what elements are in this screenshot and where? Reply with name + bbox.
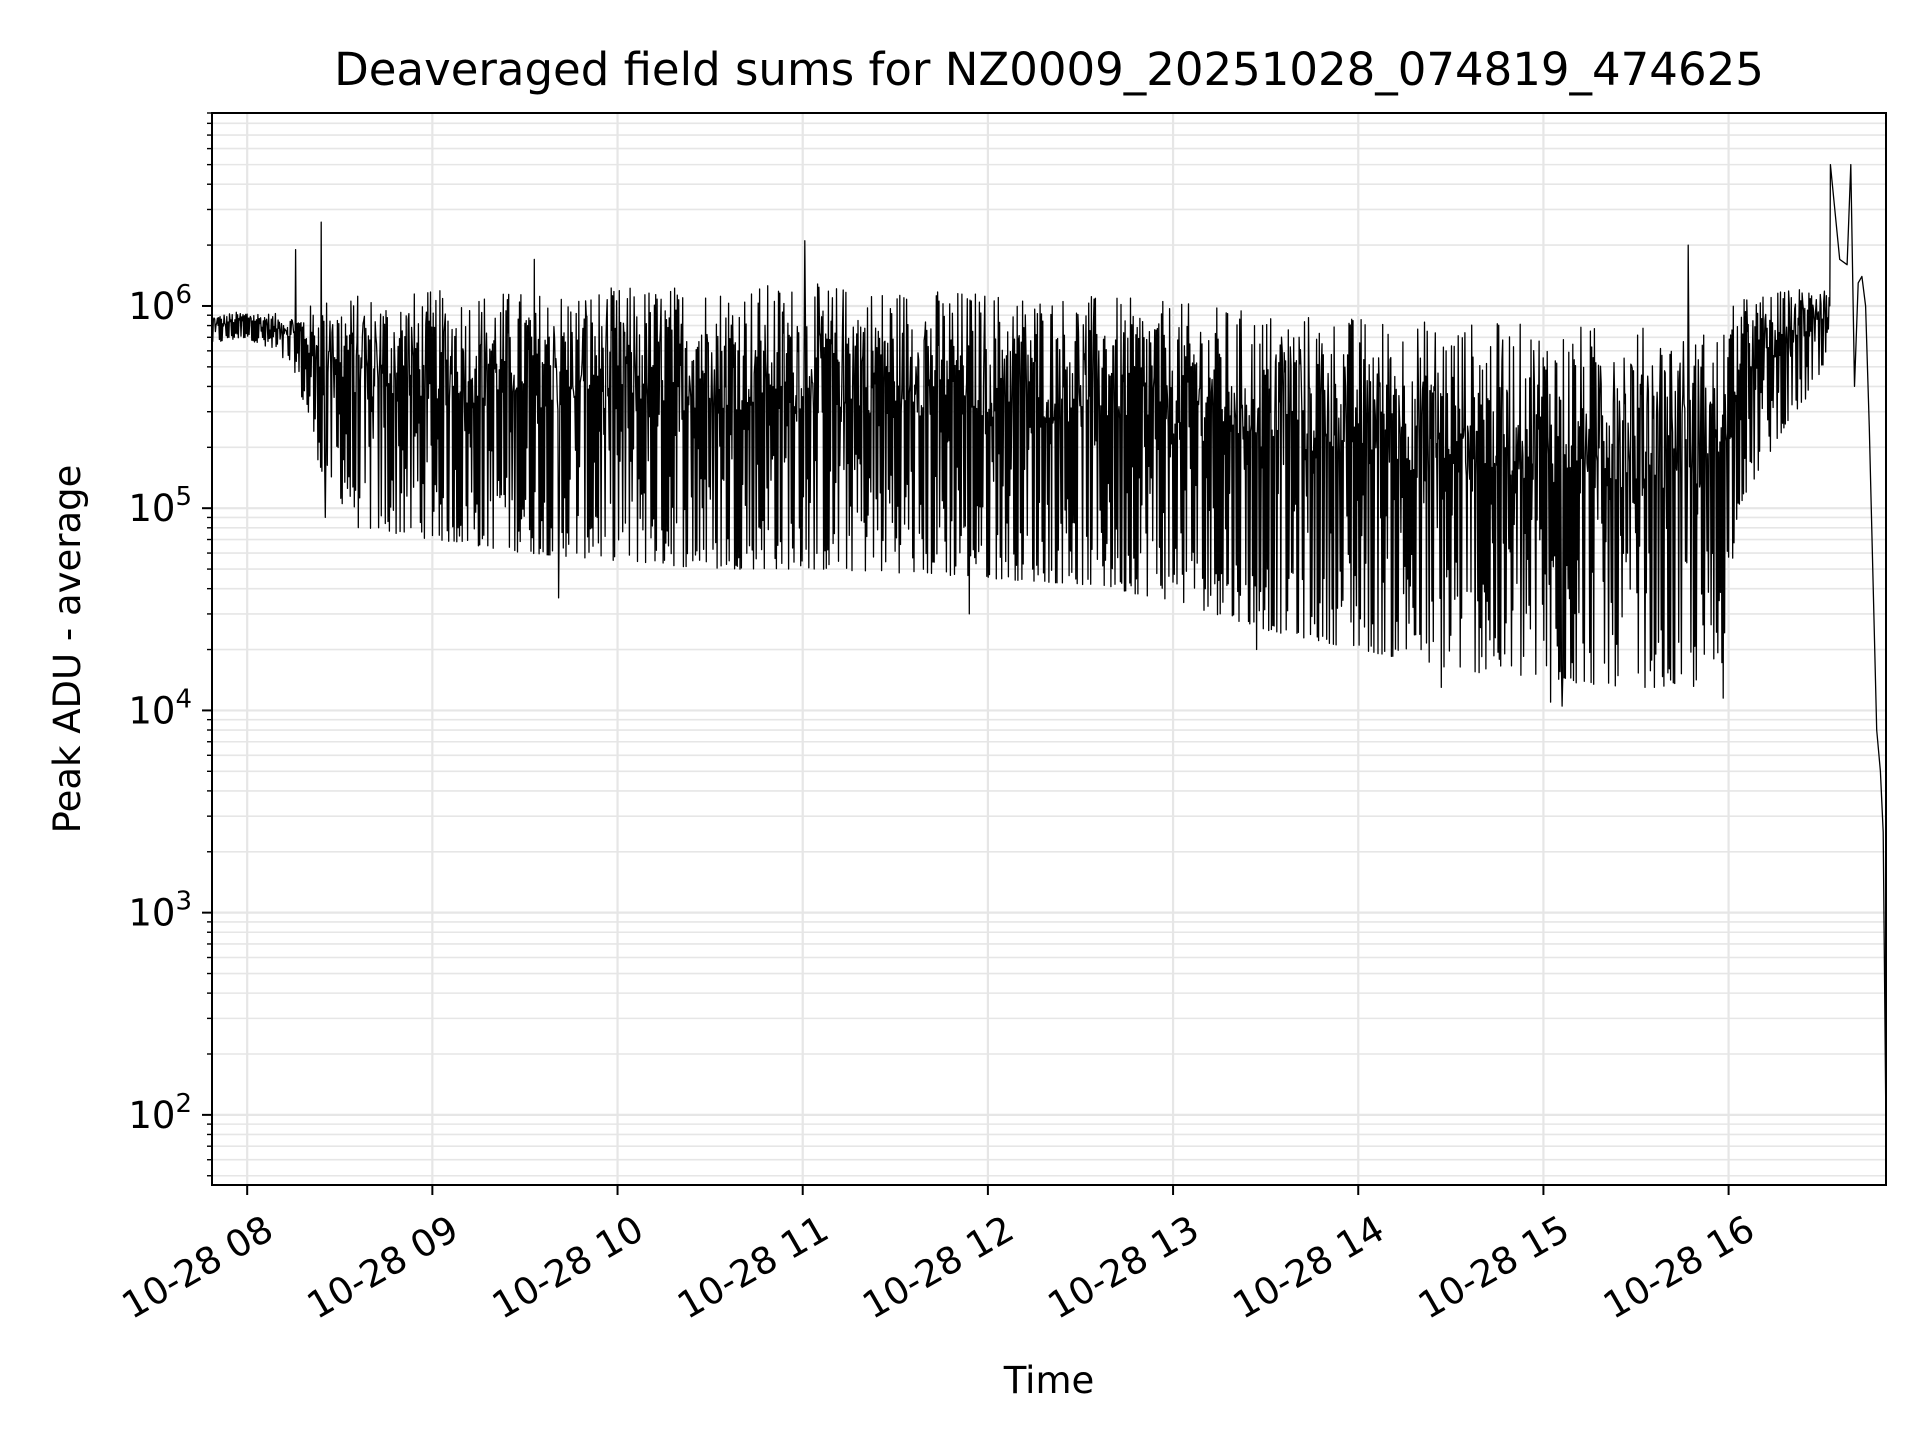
y-tick-exponent: 4 [175,684,192,714]
y-tick-exponent: 2 [175,1089,192,1119]
y-tick-label: 104 [128,684,192,732]
y-tick-base: 10 [128,487,175,530]
y-tick-exponent: 5 [175,482,192,512]
y-tick-label: 106 [128,280,192,328]
x-axis-label: Time [1003,1359,1095,1402]
y-tick-base: 10 [128,892,175,935]
y-tick-exponent: 6 [175,280,192,310]
plot-data [211,163,1887,1135]
y-tick-label: 105 [128,482,192,530]
y-tick-base: 10 [128,1094,175,1137]
series-line [211,163,1887,1135]
y-tick-base: 10 [128,285,175,328]
y-axis-label: Peak ADU - average [46,465,89,834]
grid [212,112,1886,1185]
y-tick-label: 103 [128,887,192,935]
y-tick-label: 102 [128,1089,192,1137]
chart-title: Deaveraged field sums for NZ0009_2025102… [334,43,1764,96]
y-tick-exponent: 3 [175,887,192,917]
y-tick-base: 10 [128,689,175,732]
